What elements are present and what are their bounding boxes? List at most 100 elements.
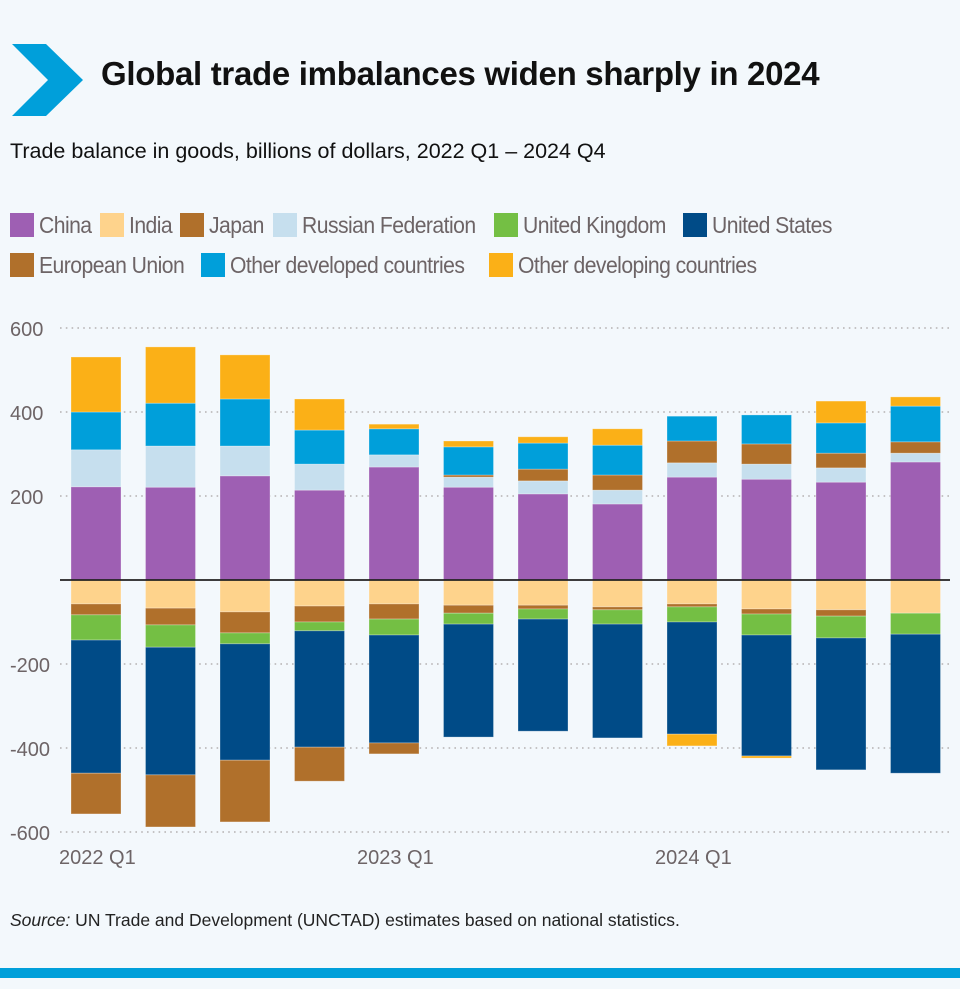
bar-segment	[890, 452, 941, 463]
bar-segment	[741, 579, 792, 610]
bar-segment	[815, 400, 867, 424]
bar-segment	[666, 440, 718, 464]
bar-segment	[145, 486, 196, 581]
legend-item: Japan	[179, 211, 264, 239]
bar-segment	[70, 579, 122, 605]
bar-segment	[443, 486, 494, 581]
bar-segment	[815, 467, 867, 483]
bar-segment	[741, 443, 792, 465]
bar-segment	[219, 611, 271, 634]
bar-segment	[368, 428, 420, 456]
bar-segment	[70, 603, 122, 616]
legend-swatch	[10, 213, 34, 237]
source-label: Source:	[10, 910, 71, 930]
y-tick-label: 400	[10, 403, 43, 425]
bar-segment	[219, 632, 271, 645]
bar-segment	[815, 452, 867, 469]
legend-label: United States	[711, 211, 832, 238]
legend-label: India	[129, 211, 173, 238]
bar-segment	[815, 615, 867, 639]
bar-segment	[666, 476, 718, 581]
bar-segment	[666, 415, 718, 442]
legend-item: China	[10, 212, 92, 239]
bar-segment	[741, 608, 792, 615]
bar-segment	[294, 429, 345, 465]
bar-segment	[219, 759, 271, 823]
legend-item: Russian Federation	[272, 211, 483, 239]
bar-segment	[70, 486, 122, 581]
bar-segment	[890, 396, 941, 407]
bar-segment	[219, 643, 271, 761]
bar-segment	[70, 411, 122, 451]
bar-segment	[368, 454, 420, 468]
chevron-right-icon	[12, 44, 83, 116]
bottom-accent-bar	[0, 968, 960, 978]
legend-swatch	[272, 213, 297, 237]
legend-label: Japan	[208, 211, 264, 238]
x-tick-label: 2022 Q1	[59, 847, 136, 869]
bar-segment	[70, 639, 122, 774]
x-tick-label: 2024 Q1	[655, 847, 732, 869]
bar-segment	[145, 774, 196, 828]
bar-segment	[890, 612, 941, 635]
bar-segment	[368, 579, 420, 605]
bar-segment	[294, 489, 345, 581]
bar-segment	[145, 445, 196, 488]
y-tick-label: 600	[10, 319, 43, 341]
legend-item: European Union	[10, 252, 189, 279]
legend-swatch	[494, 213, 519, 237]
bar-segment	[592, 489, 643, 505]
bar-segment	[443, 440, 494, 448]
legend-item: Other developing countries	[488, 252, 769, 279]
bar-segment	[592, 579, 643, 608]
bar-segment	[294, 621, 345, 632]
bar-segment	[368, 466, 420, 581]
bar-segment	[741, 463, 792, 480]
bar-segment	[70, 356, 122, 413]
bar-segment	[70, 449, 122, 488]
bar-segment	[815, 579, 867, 611]
y-tick-label: -400	[10, 739, 50, 761]
y-tick-label: -200	[10, 655, 50, 677]
bar-segment	[592, 474, 643, 491]
bar-segment	[666, 733, 718, 747]
bar-segment	[443, 579, 494, 606]
legend-swatch	[179, 213, 204, 237]
legend-label: Russian Federation	[301, 211, 476, 238]
bar-segment	[592, 606, 643, 611]
bar-segment	[219, 398, 271, 447]
bar-segment	[443, 623, 494, 738]
bar-segment	[145, 624, 196, 648]
bar-segment	[70, 614, 122, 641]
bar-segment	[145, 646, 196, 776]
bar-segment	[517, 436, 569, 444]
bar-segment	[443, 612, 494, 625]
bar-segment	[890, 579, 941, 614]
bar-segment	[368, 634, 420, 744]
bar-segment	[517, 493, 569, 581]
bar-segment	[666, 603, 718, 608]
bar-segment	[294, 746, 345, 782]
bar-segment	[592, 623, 643, 739]
bar-segment	[219, 475, 271, 581]
legend-swatch	[200, 253, 225, 277]
bar-segment	[443, 604, 494, 614]
bar-segment	[592, 444, 643, 476]
stacked-bar-chart: 600 400 200 -200 -400 -600 2022 Q1 2023 Q1 2024 …	[10, 319, 950, 869]
bar-segment	[517, 442, 569, 470]
chart-legend: China India Japan Russian Federation United …	[10, 205, 950, 285]
legend-swatch	[10, 253, 34, 277]
bar-segment	[592, 503, 643, 581]
source-note: Source: UN Trade and Development (UNCTAD…	[10, 910, 680, 931]
legend-label: China	[39, 211, 92, 238]
bar-segment	[443, 446, 494, 476]
legend-item: India	[100, 212, 173, 239]
legend-item: Other developed countries	[200, 252, 477, 279]
bar-segment	[517, 608, 569, 620]
legend-label: European Union	[39, 251, 185, 278]
bar-segment	[294, 398, 345, 431]
bar-segment	[666, 579, 718, 605]
bar-segment	[368, 618, 420, 636]
x-tick-label: 2023 Q1	[357, 847, 434, 869]
bar-segment	[666, 462, 718, 478]
